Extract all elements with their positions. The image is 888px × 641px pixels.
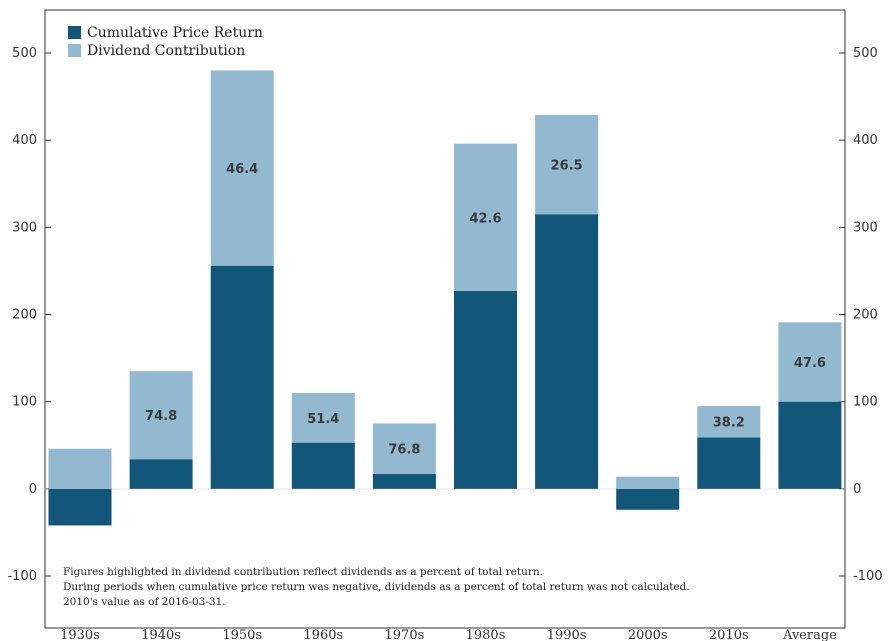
x-tick-label: 1940s: [141, 628, 181, 641]
x-tick-label: 1990s: [547, 628, 587, 641]
dividend-pct-label: 51.4: [307, 412, 339, 427]
y-tick-label-right: 400: [853, 133, 878, 148]
dividend-pct-label: 38.2: [713, 416, 745, 431]
plot-frame: [44, 9, 846, 629]
bar-dividend-contribution: [697, 406, 761, 438]
dividend-pct-label: 47.6: [794, 356, 826, 371]
x-tick-label: 2010s: [709, 628, 749, 641]
y-tick-label-right: 100: [853, 395, 878, 410]
bar-price-return: [778, 401, 842, 489]
bar-dividend-contribution: [291, 392, 355, 443]
x-tick-label: 1930s: [60, 628, 100, 641]
y-tick-label-left: 500: [12, 46, 37, 61]
legend-swatch-price: [68, 26, 81, 39]
y-tick-label-right: 0: [853, 482, 861, 497]
x-tick-label: 1970s: [385, 628, 425, 641]
bar-dividend-contribution: [535, 114, 599, 215]
x-tick-label: 1980s: [466, 628, 506, 641]
legend-label-dividend: Dividend Contribution: [87, 43, 245, 59]
legend: Cumulative Price Return Dividend Contrib…: [68, 25, 263, 59]
bar-dividend-contribution: [616, 476, 680, 489]
x-tick-label: 2000s: [628, 628, 668, 641]
bars: 74.8 46.4 51.4 76.8 42.6 26.5 38.2 47.6: [48, 70, 842, 526]
footnote-1: Figures highlighted in dividend contribu…: [63, 566, 543, 578]
bar-dividend-contribution: [372, 423, 436, 475]
dividend-pct-label: 74.8: [145, 409, 177, 424]
y-tick-label-right: 200: [853, 308, 878, 323]
bar-dividend-contribution: [778, 322, 842, 402]
dividend-pct-label: 26.5: [551, 159, 583, 174]
bar-price-return: [535, 214, 599, 489]
y-tick-label-left: 0: [29, 482, 37, 497]
y-tick-label-right: 300: [853, 220, 878, 235]
footnote-3: 2010's value as of 2016-03-31.: [63, 596, 226, 608]
y-tick-label-left: 200: [12, 308, 37, 323]
bar-price-return: [129, 459, 193, 489]
bar-price-return: [616, 488, 680, 510]
y-tick-label-left: 100: [12, 395, 37, 410]
bar-price-return: [697, 437, 761, 489]
y-tick-label-right: 500: [853, 46, 878, 61]
bar-price-return: [372, 474, 436, 489]
y-tick-label-left: 400: [12, 133, 37, 148]
dividend-pct-label: 42.6: [469, 211, 501, 226]
y-axis-left: 500 400 300 200 100 0 -100: [7, 46, 51, 584]
legend-label-price: Cumulative Price Return: [87, 25, 263, 41]
bar-dividend-contribution: [210, 70, 274, 266]
dividend-pct-label: 46.4: [226, 162, 258, 177]
x-axis: 1930s 1940s 1950s 1960s 1970s 1980s 1990s 2000s…: [60, 628, 837, 641]
y-tick-label-left: -100: [7, 569, 37, 584]
x-tick-label: 1960s: [303, 628, 343, 641]
footnote-2: During periods when cumulative price ret…: [63, 581, 690, 593]
footnotes: Figures highlighted in dividend contribu…: [63, 566, 690, 608]
legend-swatch-dividend: [68, 44, 81, 57]
bar-price-return: [48, 488, 112, 526]
y-tick-label-left: 300: [12, 220, 37, 235]
bar-price-return: [454, 290, 517, 489]
bar-price-return: [291, 442, 355, 489]
dividend-pct-label: 76.8: [388, 443, 420, 458]
bar-dividend-contribution: [48, 448, 112, 489]
y-axis-right: 500 400 300 200 100 0 -100: [839, 46, 883, 584]
y-tick-label-right: -100: [853, 569, 883, 584]
x-tick-label: 1950s: [222, 628, 262, 641]
x-tick-label: Average: [782, 628, 837, 641]
bar-dividend-contribution: [129, 371, 193, 460]
bar-dividend-contribution: [454, 143, 517, 291]
bar-price-return: [210, 265, 274, 489]
